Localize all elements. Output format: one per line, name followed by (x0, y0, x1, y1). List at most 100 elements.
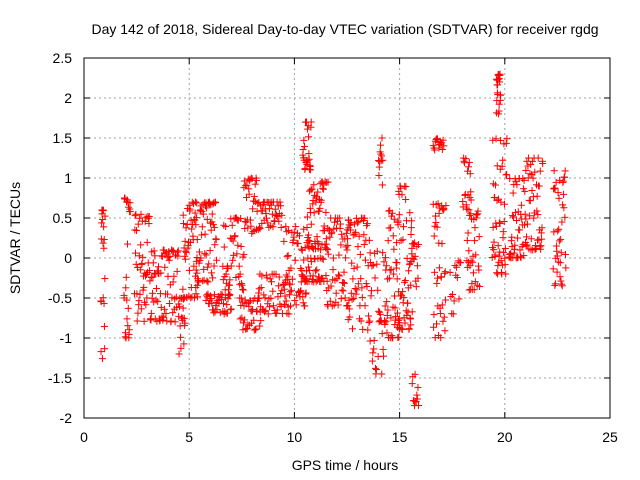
x-axis-label: GPS time / hours (292, 457, 399, 473)
data-point (414, 383, 422, 391)
data-point (361, 214, 369, 222)
data-point (337, 241, 345, 249)
data-point (329, 254, 337, 262)
data-point (362, 280, 370, 288)
data-point (314, 188, 322, 196)
data-point (357, 317, 365, 325)
data-point (497, 257, 505, 265)
data-point (509, 189, 517, 197)
data-point (300, 142, 308, 150)
data-point (492, 222, 500, 230)
data-point (292, 301, 300, 309)
data-point (250, 192, 258, 200)
data-point (551, 185, 559, 193)
data-point (283, 252, 291, 260)
data-point (381, 319, 389, 327)
data-point (348, 325, 356, 333)
data-point (207, 295, 215, 303)
data-point (265, 295, 273, 303)
data-point (258, 272, 266, 280)
data-point (303, 267, 311, 275)
y-tick-label: 2 (64, 90, 72, 106)
data-point (561, 167, 569, 175)
data-point (361, 302, 369, 310)
data-point (342, 243, 350, 251)
data-point (346, 313, 354, 321)
data-point (192, 221, 200, 229)
data-point (152, 296, 160, 304)
data-point (385, 274, 393, 282)
data-point (441, 269, 449, 277)
data-point (126, 207, 134, 215)
data-point (244, 321, 252, 329)
data-point (131, 212, 139, 220)
data-point (146, 277, 154, 285)
data-point (467, 257, 475, 265)
x-tick-label: 15 (392, 429, 408, 445)
data-point (396, 315, 404, 323)
data-point (560, 190, 568, 198)
data-point (244, 224, 252, 232)
data-point (190, 262, 198, 270)
data-point (527, 235, 535, 243)
data-point (413, 395, 421, 403)
data-point (497, 137, 505, 145)
data-point (356, 250, 364, 258)
data-point (250, 316, 258, 324)
data-point (263, 274, 271, 282)
data-point (384, 275, 392, 283)
data-point (499, 156, 507, 164)
data-point (99, 294, 107, 302)
y-tick-label: -2 (60, 410, 73, 426)
data-point (383, 311, 391, 319)
data-point (154, 263, 162, 271)
data-point (136, 266, 144, 274)
data-point (307, 258, 315, 266)
data-point (557, 277, 565, 285)
data-point (225, 292, 233, 300)
data-point (407, 230, 415, 238)
data-point (274, 213, 282, 221)
data-point (353, 286, 361, 294)
data-point (490, 238, 498, 246)
data-point (430, 323, 438, 331)
data-point (319, 184, 327, 192)
data-point (348, 295, 356, 303)
data-point (179, 304, 187, 312)
data-point (369, 261, 377, 269)
data-point (169, 278, 177, 286)
data-point (286, 281, 294, 289)
data-point (451, 261, 459, 269)
data-point (375, 171, 383, 179)
data-point (407, 321, 415, 329)
data-point (300, 256, 308, 264)
data-point (358, 284, 366, 292)
data-point (255, 289, 263, 297)
data-point (522, 166, 530, 174)
data-point (552, 178, 560, 186)
data-point (521, 210, 529, 218)
data-point (470, 286, 478, 294)
data-point (121, 329, 129, 337)
data-point (122, 284, 130, 292)
data-point (476, 283, 484, 291)
data-point (350, 220, 358, 228)
data-point (264, 219, 272, 227)
data-point (100, 322, 108, 330)
data-point (303, 224, 311, 232)
data-point (295, 232, 303, 240)
data-point (137, 210, 145, 218)
data-point (307, 220, 315, 228)
data-point (255, 285, 263, 293)
data-point (277, 290, 285, 298)
data-point (140, 283, 148, 291)
data-point (349, 275, 357, 283)
data-point (407, 224, 415, 232)
data-point (186, 205, 194, 213)
data-point (198, 231, 206, 239)
data-point (151, 252, 159, 260)
data-point (208, 210, 216, 218)
data-point (262, 210, 270, 218)
data-point (411, 252, 419, 260)
data-point (123, 296, 131, 304)
